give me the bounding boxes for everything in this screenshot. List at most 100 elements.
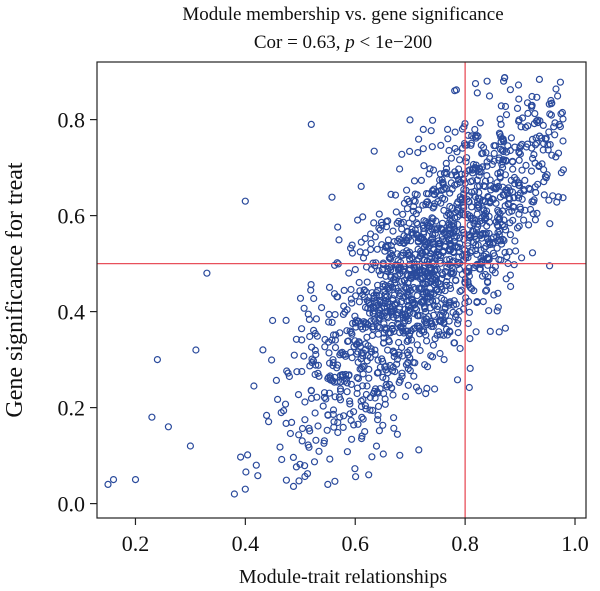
scatter-point [325,389,333,397]
scatter-point [417,298,425,306]
scatter-point [153,356,161,364]
scatter-point [388,303,396,311]
scatter-point [436,331,444,339]
scatter-point [164,423,172,431]
scatter-point [445,299,453,307]
scatter-point [374,402,383,410]
scatter-point [399,267,407,275]
scatter-point [507,282,515,291]
scatter-point [359,213,367,221]
scatter-point [385,254,393,262]
scatter-point [289,482,298,490]
scatter-point [396,165,404,173]
scatter-point [518,114,527,122]
scatter-point [453,148,461,156]
scatter-point [347,295,355,303]
scatter-point [495,208,503,216]
scatter-point [367,239,375,247]
scatter-point [363,278,371,286]
scatter-point [464,319,472,328]
scatter-point [370,147,378,155]
scatter-point [326,359,334,367]
scatter-point [469,214,477,223]
chart-subtitle: Cor = 0.63, p < 1e−200 [254,32,432,53]
scatter-point [454,316,462,324]
scatter-point [496,193,504,201]
scatter-point [479,298,487,306]
y-axis: 0.0 0.2 0.4 0.6 0.8 [58,108,97,517]
scatter-point [546,220,554,228]
scatter-point [452,277,460,285]
scatter-point [528,135,537,143]
scatter-point [352,319,360,327]
scatter-point [347,416,355,425]
scatter-point [298,336,306,344]
scatter-point [465,308,473,316]
scatter-point [445,146,453,155]
scatter-point [395,348,403,356]
scatter-point [411,226,419,234]
scatter-point [348,299,356,307]
scatter-point [472,328,480,336]
scatter-point [528,249,537,257]
scatter-point [375,316,383,324]
scatter-point [511,247,520,255]
scatter-point [359,325,367,333]
scatter-point [320,393,329,401]
scatter-point [425,264,433,272]
scatter-point [507,176,515,184]
scatter-point [357,402,366,411]
scatter-point [326,455,334,463]
scatter-point [440,356,448,364]
scatter-point [444,125,452,133]
scatter-point [371,233,379,241]
scatter-point [343,379,351,387]
scatter-point [414,206,423,214]
scatter-point [382,272,390,280]
scatter-point [490,149,498,158]
scatter-point [483,277,492,286]
scatter-point [329,406,338,414]
scatter-point [404,358,412,366]
scatter-point [242,468,250,476]
scatter-point [404,251,412,259]
scatter-point [426,165,434,173]
scatter-point [301,416,309,424]
scatter-point [355,278,363,287]
scatter-point [397,252,405,260]
scatter-point [131,476,140,484]
scatter-point [462,158,470,166]
scatter-point [506,86,514,94]
scatter-point [390,353,398,361]
scatter-point [340,412,348,420]
scatter-point [533,180,542,188]
scatter-point [369,406,377,414]
scatter-point [527,167,536,175]
y-tick-label: 0.6 [58,204,86,229]
scatter-point [473,89,481,97]
scatter-point [370,387,379,395]
scatter-point [388,384,396,392]
scatter-point [382,375,390,383]
scatter-point [406,116,414,124]
scatter-point [490,291,498,299]
scatter-point [387,273,395,281]
scatter-point [410,177,419,185]
scatter-point [298,367,306,376]
scatter-point [379,357,387,365]
scatter-point [347,285,355,294]
scatter-point [498,240,506,248]
x-tick-label: 0.4 [232,531,260,556]
scatter-point [393,430,401,438]
scatter-point [509,165,517,173]
scatter-point [530,151,538,159]
scatter-point [301,398,309,406]
scatter-point [384,346,392,354]
scatter-point [354,420,362,428]
scatter-point [423,337,431,345]
scatter-point [420,256,428,264]
scatter-point [354,375,362,383]
scatter-point [428,218,436,226]
scatter-point [381,281,389,290]
scatter-point [551,131,559,139]
